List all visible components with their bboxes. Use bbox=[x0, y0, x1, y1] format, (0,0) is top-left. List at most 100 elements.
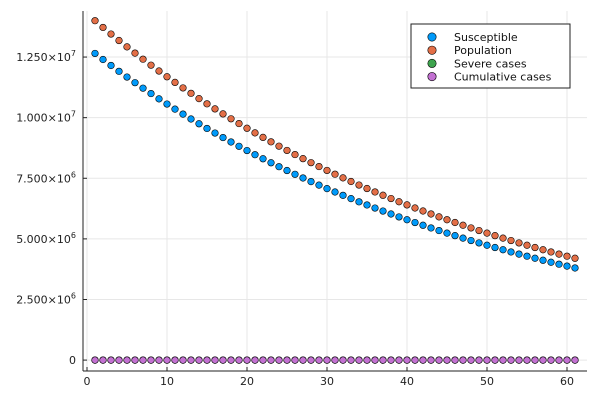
data-point bbox=[475, 239, 483, 247]
data-point bbox=[331, 356, 339, 364]
data-point bbox=[155, 67, 163, 75]
data-point bbox=[251, 129, 259, 137]
data-point bbox=[299, 356, 307, 364]
y-tick-label: 0 bbox=[69, 354, 76, 367]
data-point bbox=[435, 213, 443, 221]
data-point bbox=[355, 356, 363, 364]
data-point bbox=[547, 356, 555, 364]
data-point bbox=[147, 89, 155, 98]
data-point bbox=[131, 356, 139, 364]
legend-label: Cumulative cases bbox=[454, 71, 552, 84]
data-point bbox=[467, 236, 475, 245]
data-point bbox=[283, 356, 291, 364]
data-point bbox=[403, 201, 411, 209]
data-point bbox=[515, 239, 523, 247]
data-point bbox=[451, 356, 459, 364]
data-point bbox=[339, 191, 347, 199]
data-point bbox=[427, 224, 435, 232]
data-point bbox=[107, 30, 115, 38]
data-point bbox=[499, 246, 507, 254]
data-point bbox=[339, 356, 347, 364]
data-point bbox=[91, 356, 99, 364]
data-point bbox=[291, 170, 299, 178]
data-point bbox=[315, 181, 323, 189]
x-tick-label: 10 bbox=[160, 375, 174, 388]
data-point bbox=[459, 221, 467, 229]
data-point bbox=[523, 252, 531, 260]
data-point bbox=[427, 210, 435, 218]
data-point bbox=[411, 204, 419, 212]
data-point bbox=[115, 36, 123, 45]
data-point bbox=[523, 241, 531, 249]
data-point bbox=[251, 151, 259, 159]
data-point bbox=[547, 258, 555, 266]
data-point bbox=[371, 356, 379, 364]
data-point bbox=[195, 356, 203, 364]
data-point bbox=[187, 89, 195, 97]
data-point bbox=[483, 229, 491, 237]
data-point bbox=[395, 213, 403, 221]
data-point bbox=[299, 155, 307, 163]
data-point bbox=[291, 150, 299, 159]
data-point bbox=[227, 138, 235, 146]
data-point bbox=[163, 100, 171, 108]
data-point bbox=[131, 79, 139, 87]
data-point bbox=[555, 250, 563, 258]
data-point bbox=[187, 356, 195, 364]
data-point bbox=[203, 124, 211, 133]
data-point bbox=[355, 198, 363, 206]
tick-layer: 0 10 20 30 40 50 60 0 2.500×106 5.000×106 7.500×10… bbox=[16, 49, 574, 388]
data-point bbox=[395, 198, 403, 206]
data-point bbox=[251, 356, 259, 364]
data-point bbox=[443, 356, 451, 364]
data-point bbox=[243, 124, 251, 132]
data-point bbox=[419, 207, 427, 215]
data-point bbox=[203, 356, 211, 364]
data-point bbox=[323, 185, 331, 193]
data-point bbox=[539, 256, 547, 264]
data-point bbox=[219, 133, 227, 142]
legend-box bbox=[410, 23, 571, 89]
legend-label: Susceptible bbox=[454, 31, 518, 44]
data-point bbox=[363, 356, 371, 364]
data-point bbox=[499, 234, 507, 242]
legend-label: Severe cases bbox=[454, 57, 527, 70]
data-point bbox=[563, 262, 571, 270]
data-point bbox=[387, 194, 395, 203]
data-point bbox=[547, 248, 555, 256]
data-point bbox=[483, 241, 491, 249]
data-point bbox=[315, 356, 323, 364]
legend-marker bbox=[427, 45, 437, 55]
data-point bbox=[147, 61, 155, 69]
data-point bbox=[411, 218, 419, 227]
points-layer bbox=[91, 17, 579, 364]
data-point bbox=[219, 356, 227, 364]
data-point bbox=[123, 43, 131, 51]
data-point bbox=[355, 181, 363, 189]
y-tick-label: 2.500×106 bbox=[16, 291, 76, 306]
data-point bbox=[179, 84, 187, 92]
data-point bbox=[307, 159, 315, 167]
legend-marker bbox=[427, 32, 437, 42]
data-point bbox=[531, 254, 539, 262]
data-point bbox=[403, 216, 411, 224]
data-point bbox=[267, 159, 275, 167]
data-point bbox=[395, 356, 403, 364]
data-point bbox=[195, 95, 203, 103]
data-point bbox=[459, 356, 467, 364]
data-point bbox=[99, 55, 107, 64]
data-point bbox=[515, 356, 523, 364]
data-point bbox=[139, 84, 147, 92]
data-point bbox=[491, 243, 499, 252]
data-point bbox=[123, 356, 131, 364]
data-point bbox=[379, 356, 387, 364]
data-point bbox=[387, 356, 395, 364]
data-point bbox=[299, 174, 307, 182]
data-point bbox=[403, 356, 411, 364]
data-point bbox=[363, 201, 371, 209]
x-tick-label: 40 bbox=[400, 375, 414, 388]
data-point bbox=[139, 55, 147, 63]
data-point bbox=[387, 210, 395, 218]
data-point bbox=[291, 356, 299, 364]
